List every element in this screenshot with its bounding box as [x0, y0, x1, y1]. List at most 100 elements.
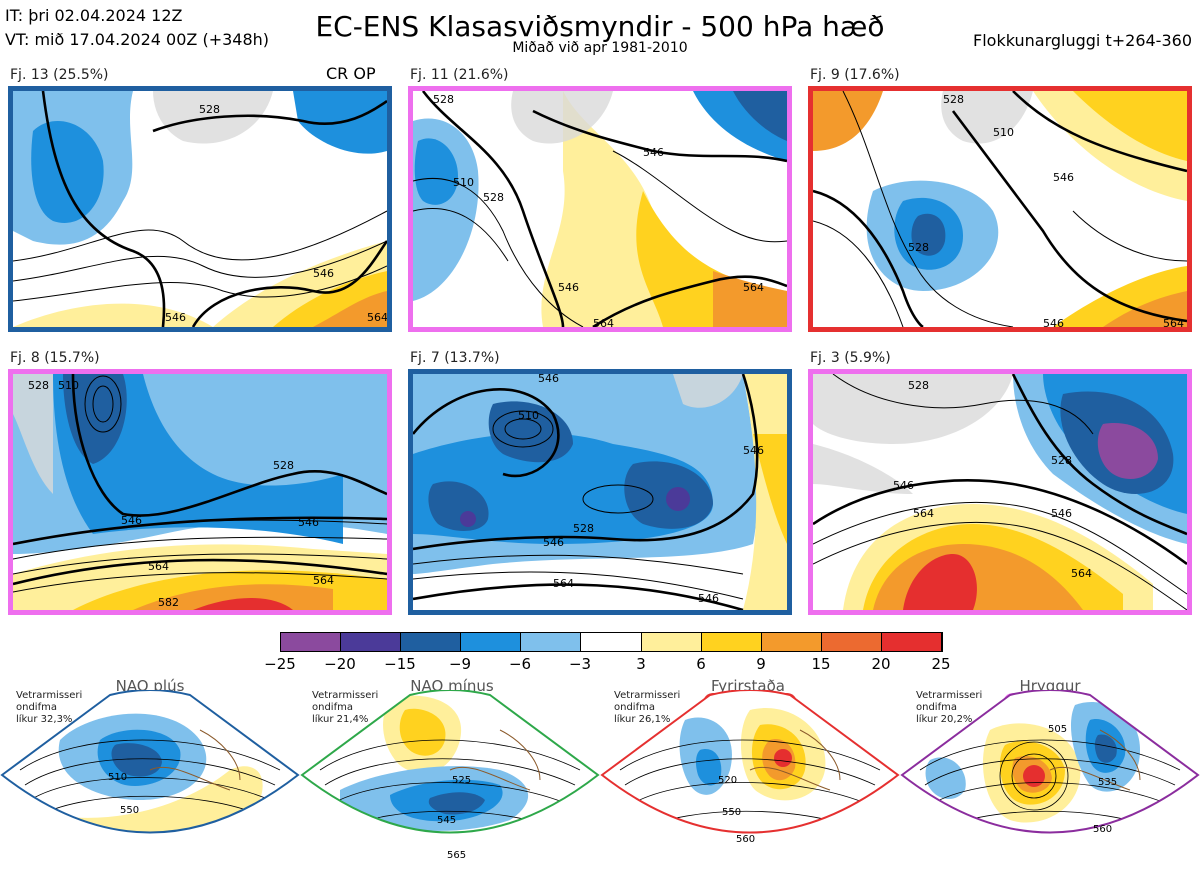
contour-label: 546 — [538, 374, 559, 385]
contour-label: 510 — [518, 409, 539, 422]
regime-note-line: ondifma — [16, 702, 57, 713]
regime-contour-label: 505 — [1048, 724, 1067, 735]
contour-label: 564 — [593, 317, 614, 327]
page-subtitle: Miðað við apr 1981-2010 — [512, 40, 688, 56]
regime-contour-label: 510 — [108, 772, 127, 783]
contour-label: 528 — [943, 93, 964, 106]
colorbar-tick: −15 — [384, 655, 416, 673]
contour-label: 546 — [1053, 171, 1074, 184]
panel-label-4: Fj. 8 (15.7%) — [10, 350, 100, 366]
contour-label: 546 — [298, 516, 319, 529]
regime-note: Vetrarmisseri ondifma líkur 26,1% — [614, 690, 680, 726]
colorbar-swatch — [281, 633, 342, 651]
colorbar-swatch — [761, 633, 822, 651]
colorbar-tick: 9 — [756, 655, 766, 673]
contour-label: 546 — [313, 267, 334, 280]
contour-label: 546 — [743, 444, 764, 457]
regime-contour-label: 560 — [1093, 824, 1112, 835]
regime-note: Vetrarmisseri ondifma líkur 20,2% — [916, 690, 982, 726]
contour-label: 564 — [1071, 567, 1092, 580]
regime-note: Vetrarmisseri ondifma líkur 21,4% — [312, 690, 378, 726]
regime-contour-label: 520 — [718, 775, 737, 786]
contour-label: 564 — [913, 507, 934, 520]
colorbar-tick: −20 — [324, 655, 356, 673]
contour-label: 546 — [121, 514, 142, 527]
colorbar-swatch — [401, 633, 462, 651]
contour-label: 546 — [543, 536, 564, 549]
colorbar-tick: 25 — [931, 655, 951, 673]
contour-label: 564 — [148, 560, 169, 573]
colorbar-swatch — [581, 633, 642, 651]
contour-label: 528 — [483, 191, 504, 204]
regime-note-line: líkur 21,4% — [312, 714, 369, 725]
panel-label-3: Fj. 9 (17.6%) — [810, 67, 900, 83]
regime-note-line: Vetrarmisseri — [312, 690, 379, 701]
contour-label: 564 — [367, 311, 387, 324]
panel-label-1: Fj. 13 (25.5%) — [10, 67, 109, 83]
contour-label: 564 — [313, 574, 334, 587]
colorbar-tick: −9 — [448, 655, 472, 673]
cluster-map-3: 528 510 546 528 546 564 — [808, 86, 1192, 332]
init-time: IT: þri 02.04.2024 12Z — [5, 6, 183, 25]
contour-label: 546 — [165, 311, 186, 324]
contour-label: 528 — [908, 241, 929, 254]
cluster-map-1: 528 546 546 564 — [8, 86, 392, 332]
regime-note-line: ondifma — [614, 702, 655, 713]
contour-label: 564 — [1163, 317, 1184, 327]
colorbar-tick: 20 — [871, 655, 891, 673]
page-title: EC-ENS Klasasviðsmyndir - 500 hPa hæð — [315, 10, 885, 43]
colorbar-tick: −3 — [568, 655, 592, 673]
regime-note-line: líkur 20,2% — [916, 714, 973, 725]
contour-label: 528 — [433, 93, 454, 106]
colorbar — [280, 632, 943, 652]
colorbar-swatch — [521, 633, 582, 651]
colorbar-swatch — [341, 633, 402, 651]
contour-label: 528 — [1051, 454, 1072, 467]
contour-label: 564 — [743, 281, 764, 294]
regime-contour-label: 560 — [736, 834, 755, 845]
colorbar-swatch — [881, 633, 943, 651]
contour-label: 528 — [908, 379, 929, 392]
regime-note-line: ondifma — [916, 702, 957, 713]
regime-note-line: Vetrarmisseri — [614, 690, 681, 701]
regime-contour-label: 535 — [1098, 777, 1117, 788]
contour-label: 546 — [643, 146, 664, 159]
cluster-map-4: 528 510 528 546 546 564 564 582 — [8, 369, 392, 615]
regime-note-line: ondifma — [312, 702, 353, 713]
contour-label: 528 — [573, 522, 594, 535]
regime-note-line: Vetrarmisseri — [916, 690, 983, 701]
colorbar-tick: −25 — [264, 655, 296, 673]
contour-label: 528 — [28, 379, 49, 392]
cluster-map-2: 528 510 528 546 546 564 564 — [408, 86, 792, 332]
colorbar-swatch — [461, 633, 522, 651]
colorbar-tick: 15 — [811, 655, 831, 673]
panel-tag-1: CR OP — [326, 64, 376, 83]
panel-label-5: Fj. 7 (13.7%) — [410, 350, 500, 366]
valid-time: VT: mið 17.04.2024 00Z (+348h) — [5, 30, 270, 49]
colorbar-tick: 3 — [636, 655, 646, 673]
contour-label: 546 — [893, 479, 914, 492]
contour-label: 510 — [453, 176, 474, 189]
contour-label: 510 — [993, 126, 1014, 139]
colorbar-tick: −6 — [508, 655, 532, 673]
regime-map-nao-minus: 525 545 565 — [300, 690, 600, 861]
regime-contour-label: 525 — [452, 775, 471, 786]
regime-note-line: líkur 32,3% — [16, 714, 73, 725]
regime-contour-label: 565 — [447, 850, 466, 861]
panel-label-6: Fj. 3 (5.9%) — [810, 350, 891, 366]
colorbar-tick: 6 — [696, 655, 706, 673]
regime-map-nao-plus: 510 550 — [0, 690, 300, 834]
classification-window: Flokkunargluggi t+264-360 — [973, 31, 1192, 50]
panel-label-2: Fj. 11 (21.6%) — [410, 67, 509, 83]
contour-label: 528 — [199, 103, 220, 116]
contour-label: 582 — [158, 596, 179, 609]
contour-label: 546 — [558, 281, 579, 294]
contour-label: 510 — [58, 379, 79, 392]
contour-label: 546 — [698, 592, 719, 605]
colorbar-swatch — [701, 633, 762, 651]
regime-map-hryggur: 505 535 560 — [900, 690, 1200, 835]
contour-label: 546 — [1051, 507, 1072, 520]
regime-note-line: líkur 26,1% — [614, 714, 671, 725]
contour-label: 564 — [553, 577, 574, 590]
cluster-map-6: 528 528 546 564 546 564 — [808, 369, 1192, 615]
